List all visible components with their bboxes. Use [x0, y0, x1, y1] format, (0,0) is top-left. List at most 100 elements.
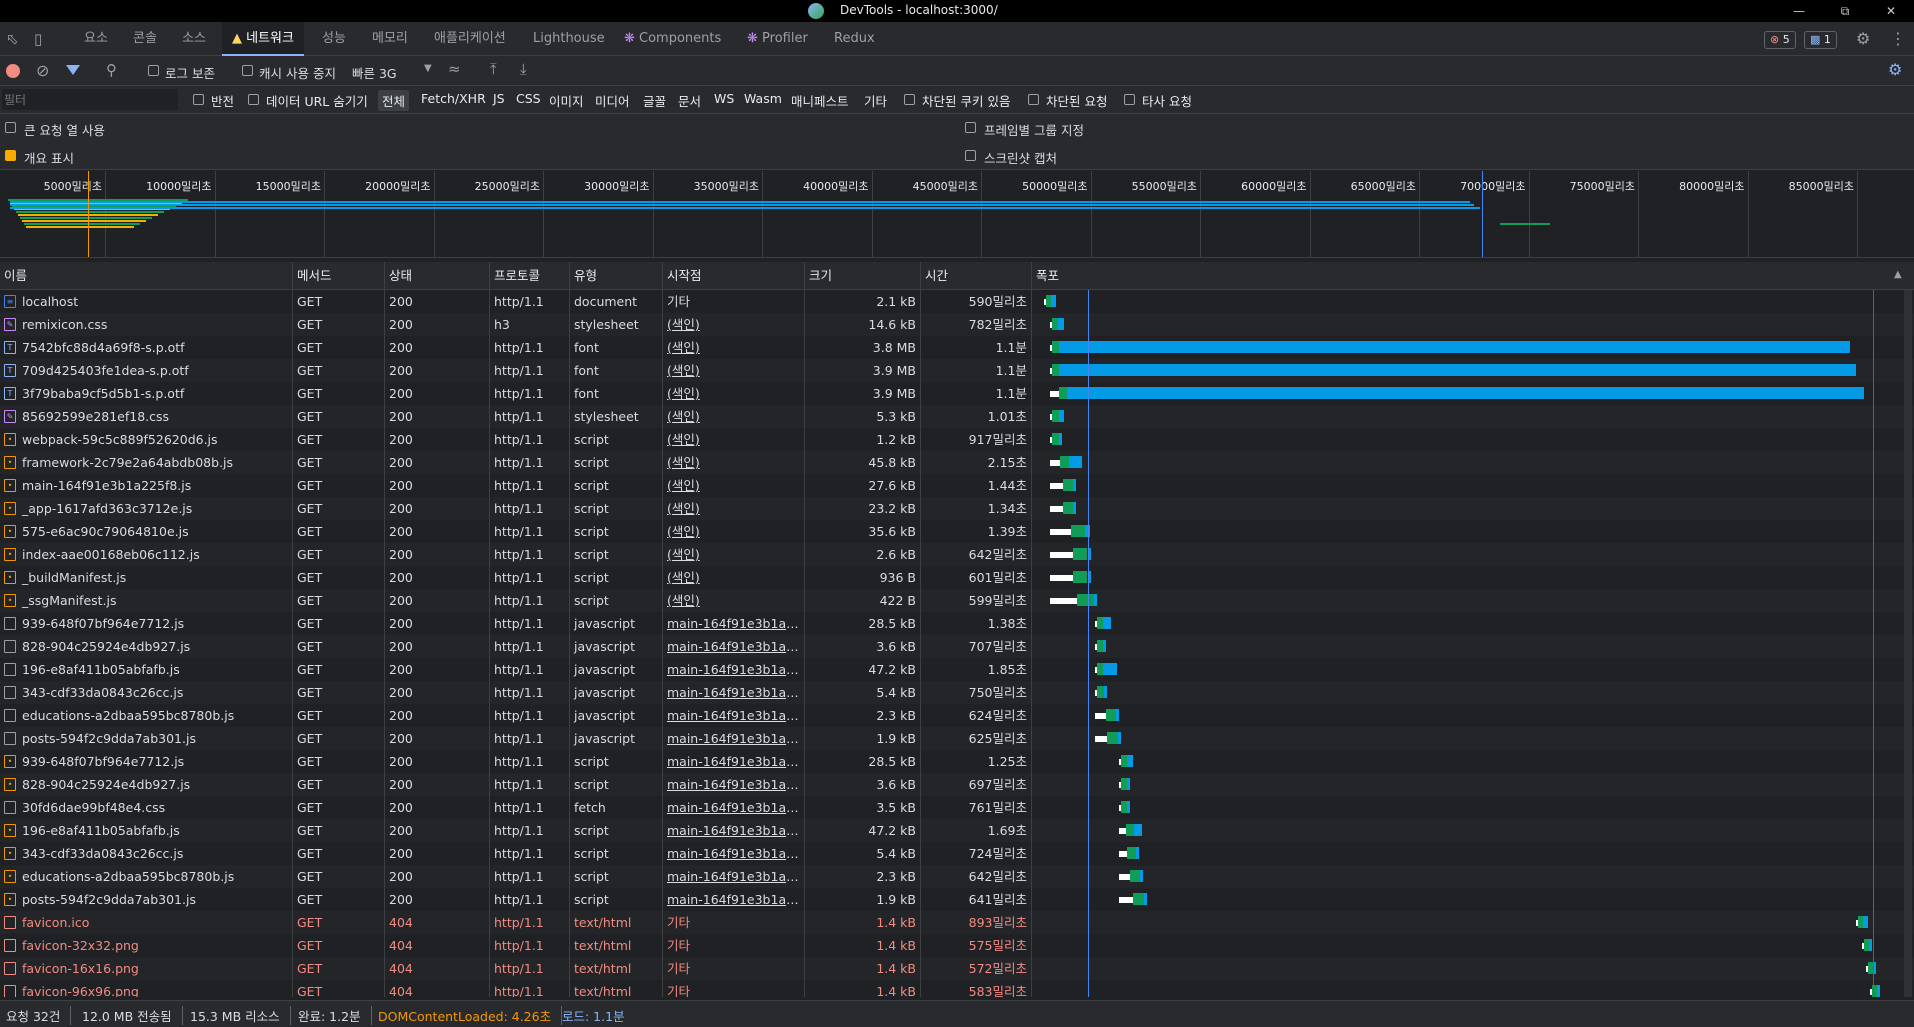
cell-initiator[interactable]: main-164f91e3b1a2... [663, 888, 805, 911]
cell-name[interactable]: favicon-96x96.png [0, 980, 293, 997]
tab-components[interactable]: ❋ Components [624, 22, 721, 56]
cell-initiator[interactable]: (색인) [663, 405, 805, 428]
table-row[interactable]: T 3f79baba9cf5d5b1-s.p.otf GET 200 http/1.1 f… [0, 382, 1914, 405]
cell-name[interactable]: • 939-648f07bf964e7712.js [0, 750, 293, 773]
tab-memory[interactable]: 메모리 [372, 31, 408, 46]
request-name[interactable]: index-aae00168eb06c112.js [22, 547, 200, 562]
more-options-icon[interactable]: ⋮ [1890, 29, 1906, 48]
request-name[interactable]: favicon.ico [22, 915, 90, 930]
request-name[interactable]: posts-594f2c9dda7ab301.js [22, 731, 196, 746]
error-count-badge[interactable]: ⊗ 5 [1764, 31, 1796, 49]
cell-name[interactable]: • index-aae00168eb06c112.js [0, 543, 293, 566]
cell-initiator[interactable]: (색인) [663, 451, 805, 474]
cell-initiator[interactable]: main-164f91e3b1a2... [663, 658, 805, 681]
request-name[interactable]: webpack-59c5c889f52620d6.js [22, 432, 218, 447]
request-name[interactable]: educations-a2dbaa595bc8780b.js [22, 708, 235, 723]
cell-name[interactable]: • 575-e6ac90c79064810e.js [0, 520, 293, 543]
cell-initiator[interactable]: 기타 [663, 934, 805, 957]
col-time[interactable]: 시간 [921, 262, 1032, 290]
request-name[interactable]: 828-904c25924e4db927.js [22, 777, 191, 792]
cell-initiator[interactable]: (색인) [663, 428, 805, 451]
import-har-icon[interactable]: ⤒ [490, 60, 497, 78]
cell-initiator[interactable]: main-164f91e3b1a2... [663, 865, 805, 888]
cell-initiator[interactable]: (색인) [663, 566, 805, 589]
cell-name[interactable]: posts-594f2c9dda7ab301.js [0, 727, 293, 750]
table-row[interactable]: • _app-1617afd363c3712e.js GET 200 http/1.1 s… [0, 497, 1914, 520]
cell-name[interactable]: T 709d425403fe1dea-s.p.otf [0, 359, 293, 382]
filter-type-font[interactable]: 글꼴 [643, 94, 667, 109]
request-name[interactable]: 343-cdf33da0843c26cc.js [22, 846, 184, 861]
table-row[interactable]: • 343-cdf33da0843c26cc.js GET 200 http/1.1 sc… [0, 842, 1914, 865]
restore-icon[interactable]: ⧉ [1840, 4, 1850, 18]
col-waterfall[interactable]: 폭포 [1036, 268, 1060, 283]
request-name[interactable]: main-164f91e3b1a225f8.js [22, 478, 192, 493]
cell-initiator[interactable]: 기타 [663, 957, 805, 980]
filter-type-manifest[interactable]: 매니페스트 [791, 94, 849, 109]
cell-initiator[interactable]: (색인) [663, 336, 805, 359]
cell-initiator[interactable]: main-164f91e3b1a2... [663, 704, 805, 727]
big-rows-checkbox[interactable] [5, 122, 16, 133]
cell-name[interactable]: • 828-904c25924e4db927.js [0, 773, 293, 796]
cell-name[interactable]: • _ssgManifest.js [0, 589, 293, 612]
request-name[interactable]: 939-648f07bf964e7712.js [22, 754, 185, 769]
cell-name[interactable]: • posts-594f2c9dda7ab301.js [0, 888, 293, 911]
cell-name[interactable]: • framework-2c79e2a64abdb08b.js [0, 451, 293, 474]
cell-initiator[interactable]: main-164f91e3b1a2... [663, 635, 805, 658]
tab-elements[interactable]: 요소 [84, 31, 108, 46]
screenshots-checkbox[interactable] [965, 150, 976, 161]
cell-initiator[interactable]: main-164f91e3b1a2... [663, 750, 805, 773]
disable-cache-checkbox[interactable] [242, 65, 253, 76]
cell-name[interactable]: educations-a2dbaa595bc8780b.js [0, 704, 293, 727]
cell-name[interactable]: favicon-32x32.png [0, 934, 293, 957]
request-name[interactable]: 709d425403fe1dea-s.p.otf [22, 363, 189, 378]
tab-console[interactable]: 콘솔 [133, 31, 157, 46]
cell-initiator[interactable]: (색인) [663, 589, 805, 612]
tab-lighthouse[interactable]: Lighthouse [533, 31, 605, 46]
table-row[interactable]: 939-648f07bf964e7712.js GET 200 http/1.1 jav… [0, 612, 1914, 635]
request-name[interactable]: _buildManifest.js [22, 570, 127, 585]
request-name[interactable]: 7542bfc88d4a69f8-s.p.otf [22, 340, 185, 355]
filter-type-js[interactable]: JS [493, 91, 505, 106]
col-name[interactable]: 이름 [0, 262, 293, 290]
network-conditions-icon[interactable]: ≈ [448, 60, 461, 78]
blocked-requests-checkbox[interactable] [1028, 94, 1039, 105]
cell-initiator[interactable]: main-164f91e3b1a2... [663, 819, 805, 842]
table-row[interactable]: • _ssgManifest.js GET 200 http/1.1 script (색인)… [0, 589, 1914, 612]
network-settings-gear-icon[interactable]: ⚙ [1888, 60, 1903, 79]
col-method[interactable]: 메서드 [293, 262, 385, 290]
table-row[interactable]: • _buildManifest.js GET 200 http/1.1 script (색… [0, 566, 1914, 589]
filter-type-fetch-xhr[interactable]: Fetch/XHR [421, 91, 486, 106]
filter-type-all[interactable]: 전체 [378, 90, 410, 111]
table-row[interactable]: ✎ 85692599e281ef18.css GET 200 http/1.1 style… [0, 405, 1914, 428]
request-name[interactable]: 3f79baba9cf5d5b1-s.p.otf [22, 386, 185, 401]
request-name[interactable]: 30fd6dae99bf48e4.css [22, 800, 166, 815]
cell-name[interactable]: • 196-e8af411b05abfafb.js [0, 819, 293, 842]
search-icon[interactable]: ⚲ [106, 61, 117, 79]
table-row[interactable]: 828-904c25924e4db927.js GET 200 http/1.1 jav… [0, 635, 1914, 658]
cell-initiator[interactable]: (색인) [663, 382, 805, 405]
table-row[interactable]: • webpack-59c5c889f52620d6.js GET 200 http/1… [0, 428, 1914, 451]
table-row[interactable]: • framework-2c79e2a64abdb08b.js GET 200 http… [0, 451, 1914, 474]
table-row[interactable]: • 575-e6ac90c79064810e.js GET 200 http/1.1 sc… [0, 520, 1914, 543]
col-type[interactable]: 유형 [570, 262, 663, 290]
table-row[interactable]: • educations-a2dbaa595bc8780b.js GET 200 htt… [0, 865, 1914, 888]
request-name[interactable]: favicon-32x32.png [22, 938, 139, 953]
col-initiator[interactable]: 시작점 [663, 262, 805, 290]
tab-profiler[interactable]: ❋ Profiler [747, 22, 808, 56]
throttling-select[interactable]: 빠른 3G [352, 66, 397, 81]
minimize-icon[interactable]: — [1793, 4, 1805, 18]
third-party-checkbox[interactable] [1124, 94, 1135, 105]
preserve-log-checkbox[interactable] [148, 65, 159, 76]
col-protocol[interactable]: 프로토콜 [490, 262, 570, 290]
cell-initiator[interactable]: 기타 [663, 980, 805, 997]
cell-name[interactable]: T 3f79baba9cf5d5b1-s.p.otf [0, 382, 293, 405]
request-name[interactable]: 196-e8af411b05abfafb.js [22, 662, 180, 677]
filter-input[interactable] [2, 89, 178, 110]
request-name[interactable]: 343-cdf33da0843c26cc.js [22, 685, 184, 700]
table-row[interactable]: 30fd6dae99bf48e4.css GET 200 http/1.1 fetch m… [0, 796, 1914, 819]
cell-name[interactable]: • 343-cdf33da0843c26cc.js [0, 842, 293, 865]
table-row[interactable]: educations-a2dbaa595bc8780b.js GET 200 http… [0, 704, 1914, 727]
table-row[interactable]: ≡ localhost GET 200 http/1.1 document 기타 2.1 kB… [0, 290, 1914, 313]
request-name[interactable]: _app-1617afd363c3712e.js [22, 501, 193, 516]
table-row[interactable]: favicon-96x96.png GET 404 http/1.1 text/html… [0, 980, 1914, 997]
